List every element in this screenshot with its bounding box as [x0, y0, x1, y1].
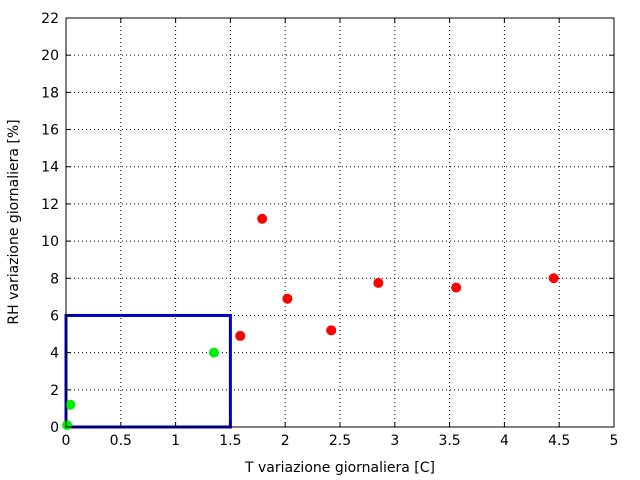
y-tick-label: 16 — [41, 123, 59, 139]
y-tick-label: 18 — [41, 85, 59, 101]
data-point-series-1 — [282, 293, 293, 304]
y-tick-label: 12 — [41, 197, 59, 213]
y-tick-label: 4 — [50, 346, 59, 362]
data-point-series-1 — [326, 325, 337, 336]
x-axis-label: T variazione giornaliera [C] — [244, 460, 435, 476]
data-points — [62, 213, 559, 431]
data-point-series-1 — [451, 282, 462, 293]
x-tick-label: 2.5 — [329, 433, 351, 449]
y-axis-label: RH variazione giornaliera [%] — [6, 119, 22, 324]
y-axis-ticks: 0 2 4 6 8 10 12 14 16 18 20 22 — [41, 11, 614, 436]
data-point-series-1 — [257, 213, 268, 224]
y-tick-label: 14 — [41, 160, 59, 176]
x-tick-label: 3.5 — [438, 433, 460, 449]
y-tick-label: 0 — [50, 420, 59, 436]
x-tick-label: 1.5 — [219, 433, 241, 449]
x-tick-label: 4.5 — [548, 433, 570, 449]
data-point-series-2 — [65, 399, 76, 410]
x-tick-label: 3 — [390, 433, 399, 449]
data-point-series-1 — [548, 273, 559, 284]
x-tick-label: 1 — [171, 433, 180, 449]
data-point-series-2 — [62, 420, 73, 431]
y-tick-label: 2 — [50, 383, 59, 399]
grid — [66, 18, 614, 427]
y-tick-label: 20 — [41, 48, 59, 64]
y-tick-label: 8 — [50, 271, 59, 287]
x-tick-label: 0.5 — [110, 433, 132, 449]
y-tick-label: 10 — [41, 234, 59, 250]
x-axis-ticks: 0 0.5 1 1.5 2 2.5 3 3.5 4 4.5 5 — [62, 18, 619, 449]
data-point-series-1 — [235, 330, 246, 341]
x-tick-label: 4 — [500, 433, 509, 449]
data-point-series-1 — [373, 277, 384, 288]
x-tick-label: 0 — [62, 433, 71, 449]
y-tick-label: 22 — [41, 11, 59, 27]
x-tick-label: 2 — [281, 433, 290, 449]
data-point-series-2 — [208, 347, 219, 358]
y-tick-label: 6 — [50, 308, 59, 324]
x-tick-label: 5 — [610, 433, 619, 449]
